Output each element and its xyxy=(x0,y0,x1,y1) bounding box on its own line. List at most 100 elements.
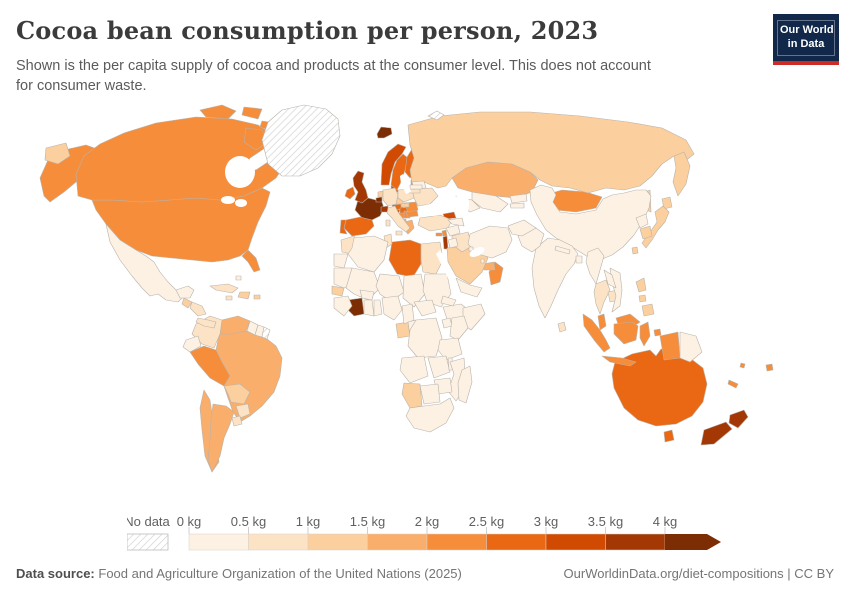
country-russia[interactable] xyxy=(672,151,691,197)
country-south-korea[interactable] xyxy=(639,225,653,240)
legend-bin-3-5-4[interactable] xyxy=(605,533,666,551)
country-qatar[interactable] xyxy=(480,258,485,264)
country-jamaica[interactable] xyxy=(225,295,233,301)
country-ireland[interactable] xyxy=(344,186,356,200)
country-indonesia[interactable] xyxy=(582,313,611,353)
country-italy[interactable] xyxy=(395,230,403,236)
legend-bin-2-2-5[interactable] xyxy=(426,533,487,551)
country-cameroon[interactable] xyxy=(401,303,415,325)
country-afghanistan[interactable] xyxy=(507,219,537,237)
country-honduras[interactable] xyxy=(189,301,207,317)
country-solomon-islands[interactable] xyxy=(739,362,746,369)
country-new-zealand[interactable] xyxy=(700,421,733,446)
country-paraguay[interactable] xyxy=(235,403,251,419)
country-germany[interactable] xyxy=(382,187,399,207)
legend-bin-1-5-2[interactable] xyxy=(367,533,428,551)
country-zambia[interactable] xyxy=(427,355,451,379)
legend-bin-2-5-3[interactable] xyxy=(486,533,547,551)
legend-bin-3-3-5[interactable] xyxy=(545,533,606,551)
country-dominican-republic[interactable] xyxy=(237,291,251,300)
country-belgium[interactable] xyxy=(375,196,383,203)
country-burkina-faso[interactable] xyxy=(359,289,375,301)
country-guinea[interactable] xyxy=(333,295,353,317)
country-south-africa[interactable] xyxy=(405,397,455,433)
country-sri-lanka[interactable] xyxy=(557,321,567,333)
country-bahamas[interactable] xyxy=(235,275,242,281)
country-canada[interactable] xyxy=(243,127,269,151)
legend-no-data-swatch[interactable] xyxy=(126,533,169,551)
country-ghana[interactable] xyxy=(363,299,375,317)
country-central-african-republic[interactable] xyxy=(413,299,437,317)
country-yemen[interactable] xyxy=(455,277,483,298)
country-united-kingdom[interactable] xyxy=(352,170,369,204)
country-senegal[interactable] xyxy=(331,285,345,297)
country-australia[interactable] xyxy=(611,348,708,427)
country-switzerland[interactable] xyxy=(380,205,389,213)
country-japan[interactable] xyxy=(661,196,673,210)
country-dr-congo[interactable] xyxy=(407,317,443,359)
country-philippines[interactable] xyxy=(635,277,647,293)
country-indonesia[interactable] xyxy=(613,321,639,345)
country-thailand[interactable] xyxy=(593,279,611,315)
country-mexico[interactable] xyxy=(105,223,185,303)
country-french-guiana[interactable] xyxy=(261,326,271,340)
country-nepal[interactable] xyxy=(554,245,571,255)
country-spain[interactable] xyxy=(343,216,375,237)
legend-bin-1-1-5[interactable] xyxy=(307,533,368,551)
country-philippines[interactable] xyxy=(641,303,655,317)
country-new-caledonia[interactable] xyxy=(727,379,739,389)
country-cyprus[interactable] xyxy=(435,232,443,237)
country-mexico[interactable] xyxy=(175,285,195,299)
country-lebanon[interactable] xyxy=(441,229,448,237)
country-india[interactable] xyxy=(531,237,579,319)
legend-bin-0-0-5[interactable] xyxy=(188,533,249,551)
country-western-sahara[interactable] xyxy=(333,253,349,269)
country-australia[interactable] xyxy=(663,429,675,443)
country-russia[interactable] xyxy=(44,142,71,165)
country-russia[interactable] xyxy=(407,111,695,194)
country-kyrgyzstan[interactable] xyxy=(509,193,528,204)
country-eritrea[interactable] xyxy=(440,295,457,307)
country-gabon[interactable] xyxy=(395,321,411,339)
country-angola[interactable] xyxy=(399,355,429,384)
country-israel[interactable] xyxy=(442,235,449,250)
attribution-link[interactable]: OurWorldinData.org/diet-compositions | C… xyxy=(563,566,834,581)
legend-bin-4-plus-arrow[interactable] xyxy=(665,534,721,550)
country-new-zealand[interactable] xyxy=(728,409,749,429)
country-uzbekistan[interactable] xyxy=(471,191,509,213)
country-indonesia[interactable] xyxy=(601,355,637,367)
country-canada[interactable] xyxy=(241,106,263,120)
country-portugal[interactable] xyxy=(339,219,348,235)
country-bangladesh[interactable] xyxy=(575,255,583,264)
country-indonesia[interactable] xyxy=(653,328,662,337)
country-taiwan[interactable] xyxy=(631,246,639,255)
country-ecuador[interactable] xyxy=(182,335,202,353)
country-svalbard[interactable] xyxy=(427,110,445,121)
country-netherlands[interactable] xyxy=(377,190,384,198)
country-algeria[interactable] xyxy=(347,235,389,273)
country-cuba[interactable] xyxy=(209,283,239,294)
country-chad[interactable] xyxy=(402,273,426,308)
country-united-states[interactable] xyxy=(241,249,261,273)
country-nigeria[interactable] xyxy=(381,295,403,321)
country-slovakia[interactable] xyxy=(400,202,410,208)
country-north-korea[interactable] xyxy=(635,213,649,229)
country-kenya[interactable] xyxy=(449,315,469,341)
country-uganda[interactable] xyxy=(441,317,453,329)
country-benin[interactable] xyxy=(373,299,383,317)
country-latvia[interactable] xyxy=(409,184,423,190)
country-namibia[interactable] xyxy=(401,382,423,409)
country-greenland[interactable] xyxy=(261,104,341,177)
country-iceland[interactable] xyxy=(376,126,393,139)
country-italy[interactable] xyxy=(385,219,391,227)
country-libya[interactable] xyxy=(388,239,422,278)
country-philippines[interactable] xyxy=(638,294,647,303)
country-syria[interactable] xyxy=(445,224,461,237)
legend-bin-0-5-1[interactable] xyxy=(248,533,309,551)
country-tajikistan[interactable] xyxy=(509,202,525,209)
country-papua-new-guinea[interactable] xyxy=(679,331,703,363)
country-argentina[interactable] xyxy=(207,403,235,473)
country-laos[interactable] xyxy=(603,269,617,289)
country-fiji[interactable] xyxy=(765,363,774,372)
country-italy[interactable] xyxy=(386,205,411,233)
